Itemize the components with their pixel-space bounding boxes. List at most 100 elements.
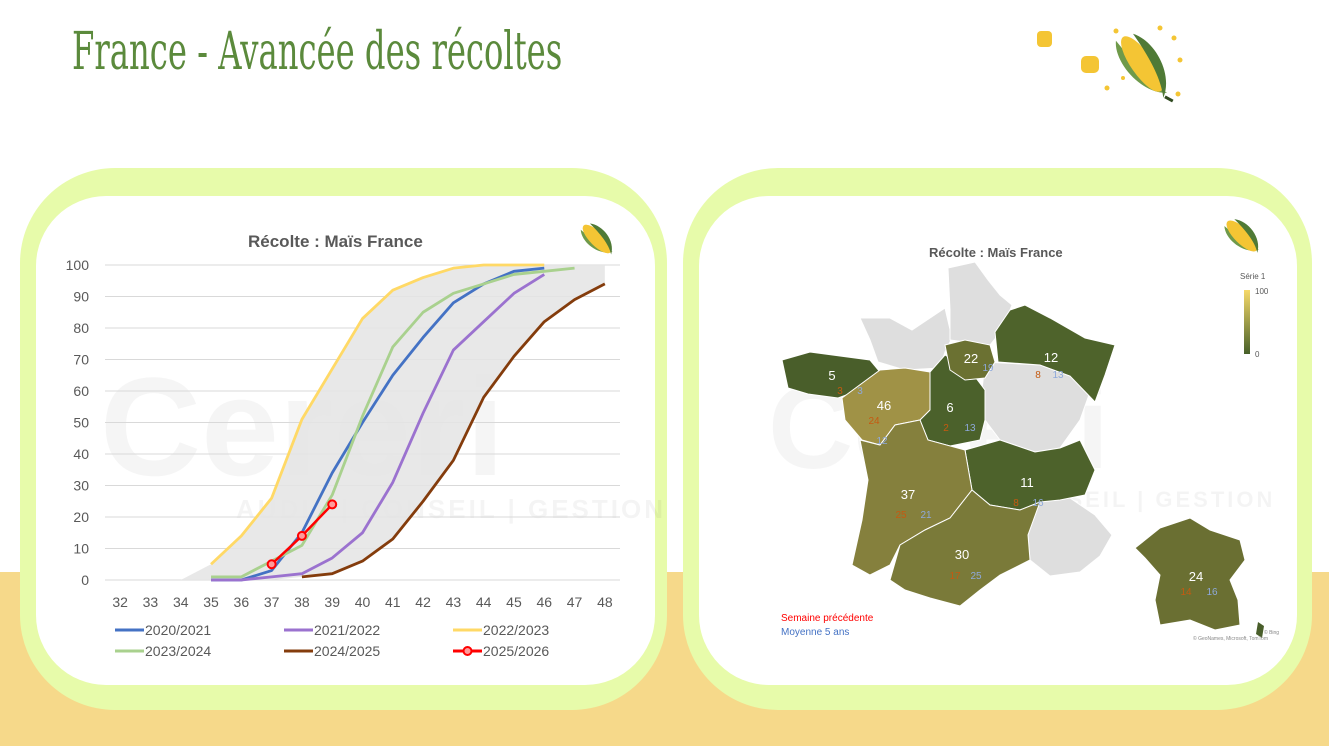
region-value: 30 [955, 547, 969, 562]
corn-decoration [1037, 25, 1183, 103]
x-tick-label: 42 [415, 594, 431, 610]
line-chart-title: Récolte : Maïs France [248, 232, 423, 251]
y-tick-label: 90 [73, 289, 89, 305]
series-2021-2022 [211, 273, 546, 582]
corn-kernel-icon [1037, 31, 1052, 47]
corn-cob-icon [580, 223, 613, 255]
legend-item: 2022/2023 [453, 622, 549, 638]
x-tick-label: 32 [112, 594, 128, 610]
x-tick-label: 43 [446, 594, 462, 610]
y-tick-label: 0 [81, 572, 89, 588]
legend-label: 2025/2026 [483, 643, 549, 659]
region-avg-5y: 25 [970, 571, 982, 582]
map-legend-max: 100 [1255, 287, 1269, 296]
map-label-occitanie: 30 17 25 [949, 547, 982, 582]
legend-label: 2023/2024 [145, 643, 211, 659]
map-label-france: 24 14 16 [1180, 569, 1218, 598]
x-tick-label: 37 [264, 594, 280, 610]
region-avg-5y: 19 [982, 363, 994, 374]
region-value: 5 [828, 368, 835, 383]
region-avg-5y: 12 [876, 436, 888, 447]
map-note-avg-5y: Moyenne 5 ans [781, 627, 849, 638]
y-tick-label: 80 [73, 320, 89, 336]
x-tick-label: 45 [506, 594, 522, 610]
x-tick-label: 48 [597, 594, 613, 610]
x-tick-label: 35 [203, 594, 219, 610]
x-tick-label: 33 [143, 594, 159, 610]
region-france-total [1134, 517, 1246, 631]
legend-item: 2024/2025 [284, 643, 380, 659]
series-line [210, 263, 545, 566]
legend-label: 2021/2022 [314, 622, 380, 638]
region-value: 12 [1044, 350, 1058, 365]
region-previous-week: 17 [949, 571, 961, 582]
map-note-previous-week: Semaine précédente [781, 613, 874, 624]
x-tick-label: 34 [173, 594, 189, 610]
series-line [211, 273, 546, 582]
legend-label: 2020/2021 [145, 622, 211, 638]
map-title: Récolte : Maïs France [929, 245, 1063, 260]
legend-marker [462, 646, 473, 656]
region-occitanie [889, 489, 1041, 607]
map-label-centre-val-de-loire: 6 2 13 [943, 400, 976, 434]
series-line [301, 282, 606, 579]
x-tick-label: 41 [385, 594, 401, 610]
y-tick-label: 50 [73, 415, 89, 431]
data-point [327, 499, 338, 510]
legend-item: 2021/2022 [284, 622, 380, 638]
region-avg-5y: 3 [857, 386, 863, 397]
corn-kernel-icon [1081, 56, 1099, 73]
region-avg-5y: 13 [1052, 370, 1064, 381]
x-tick-label: 39 [324, 594, 340, 610]
y-tick-label: 10 [73, 541, 89, 557]
series-2025-2026 [266, 499, 338, 570]
x-tick-label: 47 [567, 594, 583, 610]
map-label-auvergne-rh-ne-alpes: 118 16 [1013, 475, 1044, 509]
region-value: 22 [964, 351, 978, 366]
map-label-nouvelle-aquitaine: 37 25 21 [895, 487, 932, 521]
y-tick-label: 60 [73, 383, 89, 399]
map-label--le-de-france: 22 19 [964, 351, 994, 374]
map-credit-sources: © GeoNames, Microsoft, TomTom [1193, 635, 1268, 642]
map-label-grand-est: 128 13 [1035, 350, 1064, 381]
region-previous-week: 14 [1180, 587, 1192, 598]
region-previous-week: 24 [868, 416, 880, 427]
region-avg-5y: 16 [1032, 498, 1044, 509]
map-label-pays-de-la-loire: 46 24 12 [868, 398, 891, 447]
region-avg-5y: 21 [920, 510, 932, 521]
region-ile-de-france [944, 339, 996, 381]
legend-label: 2024/2025 [314, 643, 380, 659]
corn-cob-icon [1115, 33, 1174, 103]
x-tick-label: 44 [476, 594, 492, 610]
region-value: 6 [946, 400, 953, 415]
legend-item: 2023/2024 [115, 643, 211, 659]
map-legend-title: Série 1 [1240, 272, 1266, 281]
x-tick-label: 46 [536, 594, 552, 610]
region-grand-est [994, 304, 1116, 403]
region-previous-week: 2 [943, 423, 949, 434]
map-legend-min: 0 [1255, 350, 1260, 359]
x-tick-label: 36 [234, 594, 250, 610]
data-point [296, 530, 307, 541]
map-legend-scale [1244, 290, 1250, 354]
series-2022-2023 [210, 263, 545, 566]
region-value: 11 [1020, 475, 1034, 490]
y-tick-label: 20 [73, 509, 89, 525]
legend-item: 2020/2021 [115, 622, 211, 638]
range-band [180, 265, 605, 580]
x-tick-label: 40 [355, 594, 371, 610]
data-point [266, 559, 277, 570]
map-label-bretagne: 53 3 [828, 368, 863, 397]
y-tick-label: 100 [66, 257, 90, 273]
y-tick-label: 30 [73, 478, 89, 494]
y-tick-label: 40 [73, 446, 89, 462]
corn-cob-icon [1224, 219, 1259, 253]
region-previous-week: 3 [837, 386, 843, 397]
series-2024-2025 [301, 282, 606, 579]
region-normandie [859, 307, 953, 371]
region-previous-week: 8 [1013, 498, 1019, 509]
legend-label: 2022/2023 [483, 622, 549, 638]
page-title: France - Avancée des récoltes [72, 22, 563, 82]
